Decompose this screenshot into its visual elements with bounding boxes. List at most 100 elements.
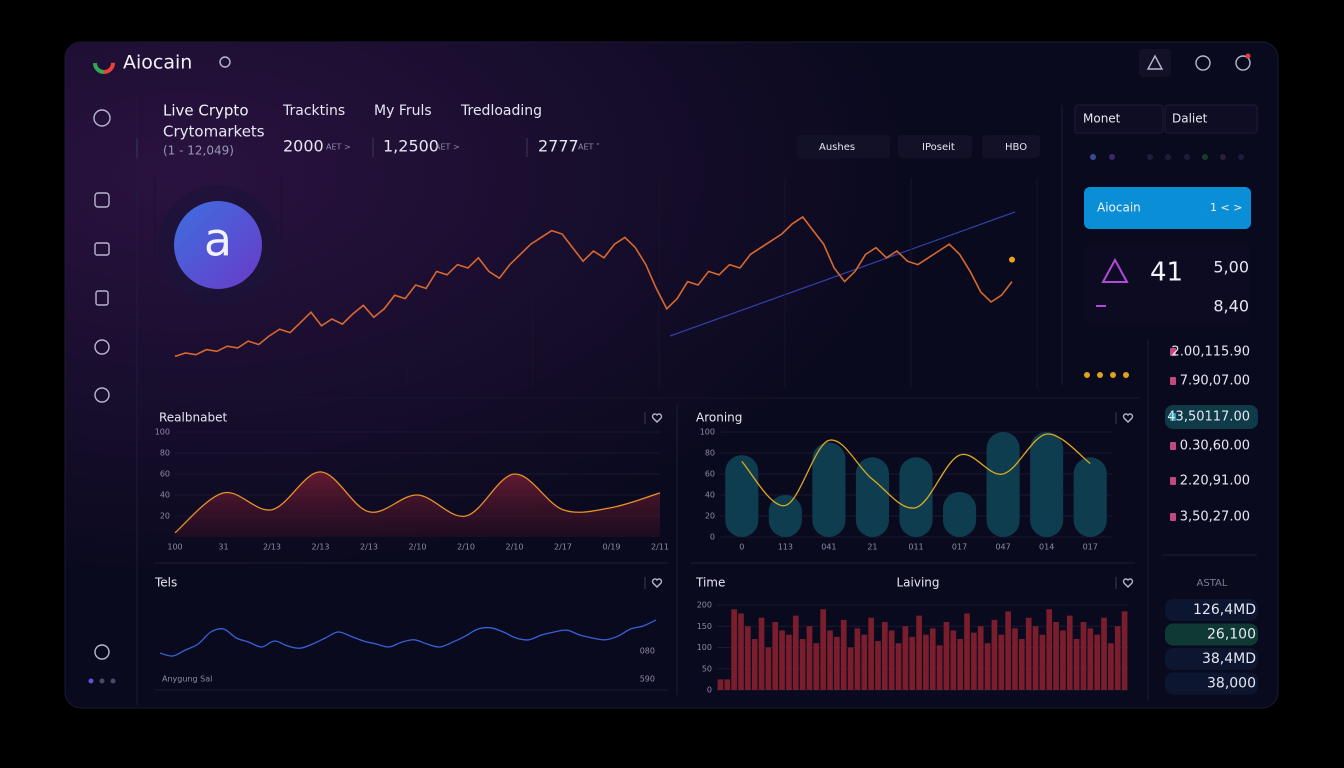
bar [738,613,744,690]
total-row [1165,648,1258,670]
side-tab-label[interactable]: Daliet [1172,112,1208,126]
power-icon[interactable] [1235,55,1251,71]
totals-title: ASTAL [1197,578,1228,589]
bar [1005,611,1011,690]
bar [813,643,820,690]
price-icon [1170,513,1176,521]
filter-button[interactable] [982,135,1040,158]
favorite-icon[interactable] [651,578,663,588]
card-pager[interactable]: 1 < > [1210,201,1242,214]
annotation: Anygung Sal [162,675,212,684]
y-tick-label: 100 [700,428,715,437]
bar [820,609,826,690]
x-tick-label: 0 [739,543,744,552]
favorite-icon[interactable] [651,413,663,423]
bar [991,619,998,690]
alert-button[interactable] [1139,49,1171,77]
chart-title: Time [695,576,725,590]
nav-tab[interactable]: Tracktins [282,103,345,119]
nav-icon[interactable] [93,109,111,127]
dot [99,678,105,684]
bar [834,636,840,690]
y-tick-label: 60 [160,470,170,479]
bar [971,632,977,690]
bar [1039,634,1046,690]
bar [854,628,861,690]
favorite-icon[interactable] [1122,413,1134,423]
bar [1012,628,1018,690]
logo-part [93,52,115,74]
side-tab-label[interactable]: Monet [1083,112,1121,126]
chart-title: Tels [154,576,177,590]
favorite-icon[interactable] [1122,578,1134,588]
bar [1080,622,1087,690]
chart-subtitle: Laiving [896,576,939,590]
bar [779,630,785,690]
refresh-icon[interactable] [1195,55,1211,71]
bar [1030,432,1064,537]
bar [943,622,950,690]
bar [786,634,792,690]
bar [745,626,751,690]
bar [717,679,724,690]
annotation: 080 [640,647,655,656]
trend-line [669,211,1016,337]
price-icon [1170,442,1176,450]
brand: Aiocain [123,52,192,74]
bar [827,630,833,690]
nav-icon[interactable] [94,339,110,355]
nav-tab[interactable]: Tredloading [460,103,542,119]
summary-card [1084,245,1250,323]
x-tick-label: 2/13 [312,543,330,552]
y-tick-label: 100 [697,643,712,652]
bar [855,457,889,537]
bar [875,641,881,690]
side-tab[interactable] [1164,104,1258,134]
line [741,433,1091,509]
bar [899,457,933,537]
bar [1053,622,1059,690]
bar [768,495,802,537]
stat-value: 2000 [283,137,324,156]
logo [93,52,115,74]
bar [1046,609,1053,690]
side-tab[interactable] [1074,104,1164,134]
bar [923,634,929,690]
filter-label[interactable]: Aushes [819,142,855,153]
bar [929,628,936,690]
bar [868,617,874,690]
bar [957,639,963,690]
price: 7.90,07.00 [1180,374,1250,389]
nav-icon[interactable] [94,242,110,256]
filter-button[interactable] [898,135,972,158]
filter-label[interactable]: HBO [1005,142,1027,153]
summary-icon [1101,257,1129,283]
bar [1114,626,1121,690]
nav-icon[interactable] [94,192,110,208]
filter-label[interactable]: IPoseit [922,142,955,153]
x-tick-label: 100 [167,543,182,552]
search-icon[interactable] [219,56,231,68]
nav-icon[interactable] [94,387,110,403]
card-name: Aiocain [1097,201,1141,215]
nav-tab[interactable]: My Fruls [374,103,432,119]
y-tick-label: 80 [705,449,715,458]
y-tick-label: 100 [155,428,170,437]
x-tick-label: 2/13 [360,543,378,552]
bar [806,626,813,690]
price-line [159,619,657,657]
price-icon [1170,377,1176,385]
dot [110,678,116,684]
avatar [174,201,262,289]
filter-button[interactable] [797,135,890,158]
orange-dots [1084,372,1129,378]
alert-icon [1146,54,1164,70]
price: 0.30,60.00 [1180,439,1250,454]
dot [88,678,94,684]
nav-tab[interactable]: Live Crypto [163,102,249,120]
active-card[interactable] [1084,187,1251,229]
nav-icon[interactable] [94,644,110,660]
nav-icon[interactable] [95,290,109,306]
bar [724,679,731,690]
chart-title: Realbnabet [159,411,227,425]
